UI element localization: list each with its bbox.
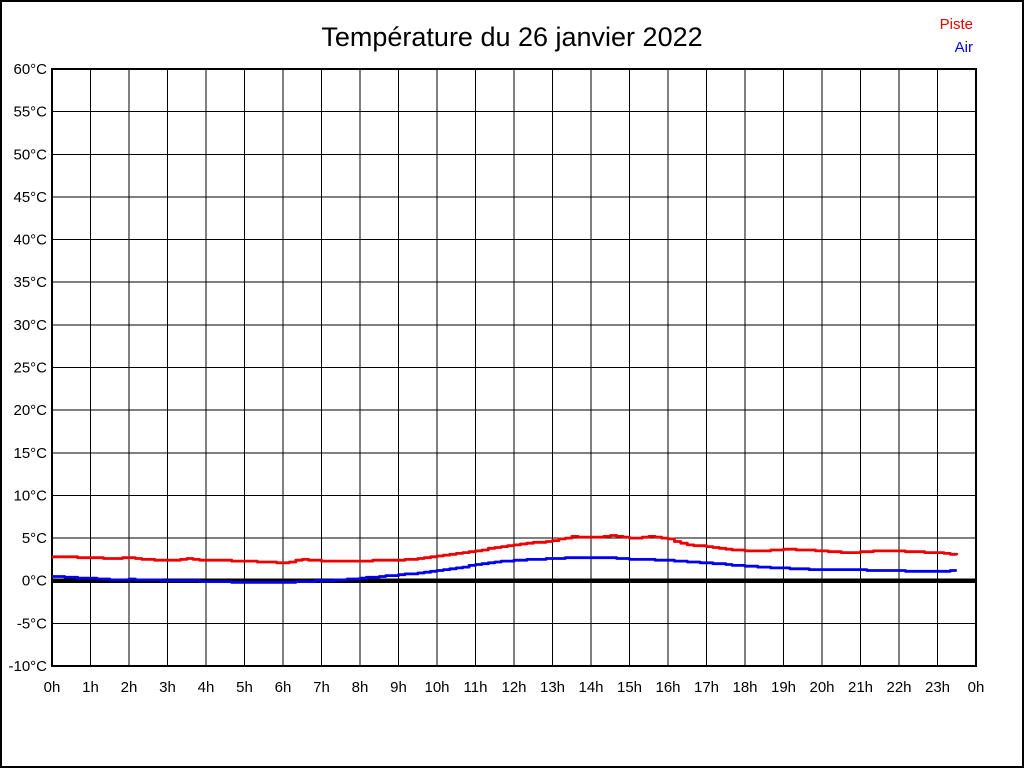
x-tick-label: 7h [313, 679, 330, 696]
y-tick-label: 20°C [13, 402, 47, 419]
x-tick-label: 0h [44, 679, 61, 696]
legend-item-piste: Piste [939, 16, 973, 33]
x-tick-label: 2h [121, 679, 138, 696]
x-tick-label: 14h [578, 679, 603, 696]
legend-item-air: Air [954, 39, 973, 56]
y-tick-label: 45°C [13, 189, 47, 206]
y-tick-label: 0°C [22, 573, 47, 590]
x-tick-label: 1h [82, 679, 99, 696]
x-tick-label: 12h [501, 679, 526, 696]
x-tick-label: 22h [886, 679, 911, 696]
chart-legend: Piste Air [940, 13, 973, 59]
x-tick-label: 16h [655, 679, 680, 696]
y-tick-label: 10°C [13, 487, 47, 504]
y-tick-label: 5°C [22, 530, 47, 547]
piste-line [52, 534, 959, 565]
x-tick-label: 11h [464, 679, 488, 696]
x-tick-label: 8h [352, 679, 369, 696]
y-tick-label: -10°C [8, 658, 47, 675]
x-tick-label: 13h [540, 679, 565, 696]
y-tick-label: 25°C [13, 360, 47, 377]
plot-border [51, 68, 977, 667]
x-tick-label: 20h [809, 679, 834, 696]
x-tick-label: 4h [198, 679, 215, 696]
x-tick-label: 17h [694, 679, 719, 696]
x-tick-label: 0h [968, 679, 985, 696]
y-tick-label: 30°C [13, 317, 47, 334]
x-tick-label: 6h [275, 679, 292, 696]
y-tick-label: 15°C [13, 445, 47, 462]
y-tick-label: 35°C [13, 274, 47, 291]
x-tick-label: 10h [424, 679, 449, 696]
x-tick-label: 15h [617, 679, 642, 696]
x-tick-label: 23h [925, 679, 950, 696]
y-tick-label: 50°C [13, 146, 47, 163]
x-tick-label: 5h [236, 679, 253, 696]
y-tick-label: 55°C [13, 104, 47, 121]
y-tick-label: 40°C [13, 232, 47, 249]
chart-title: Température du 26 janvier 2022 [321, 22, 703, 52]
x-tick-label: 21h [848, 679, 873, 696]
y-tick-label: 60°C [13, 61, 47, 78]
x-tick-label: 3h [159, 679, 176, 696]
x-tick-label: 18h [732, 679, 757, 696]
x-tick-label: 19h [771, 679, 796, 696]
y-tick-label: -5°C [17, 615, 47, 632]
x-tick-label: 9h [390, 679, 407, 696]
air-line [52, 556, 957, 584]
